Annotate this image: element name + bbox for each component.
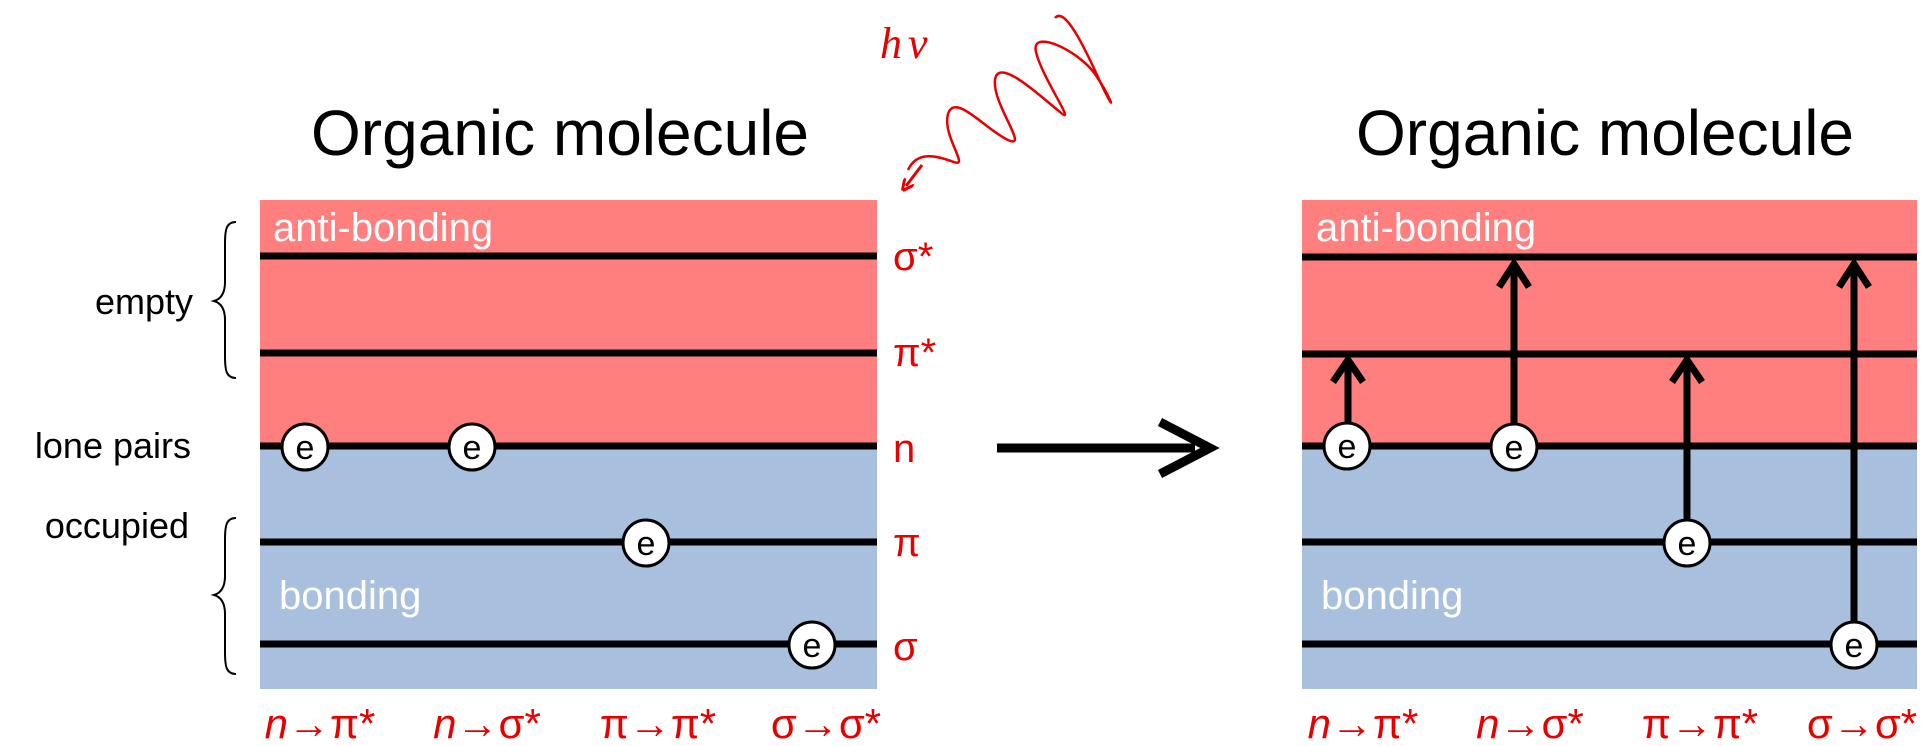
orbital-label-pi-star: π* (893, 331, 936, 375)
transition-label-pi-pi-star: π→π* (600, 700, 716, 746)
transition-label-n-pi-star: n→π* (1308, 700, 1419, 746)
photon-wave-icon (906, 14, 1113, 171)
occupied-brace (210, 517, 237, 675)
empty-label: empty (95, 281, 193, 322)
electron: e (1662, 518, 1712, 568)
orbital-label-pi: π (893, 521, 921, 565)
empty-brace (210, 221, 237, 379)
transition-label-n-sigma-star: n→σ* (1476, 700, 1584, 746)
orbital-label-sigma-star: σ* (893, 235, 933, 279)
transition-label-sigma-sigma-star: σ→σ* (1807, 700, 1917, 746)
right-title: Organic molecule (1356, 97, 1854, 169)
electron: e (1489, 422, 1539, 472)
svg-text:e: e (803, 627, 822, 665)
left-antibonding-region (260, 200, 877, 446)
lone-pairs-label: lone pairs (35, 425, 191, 466)
left-bonding-label: bonding (279, 574, 421, 618)
svg-text:e: e (296, 429, 315, 467)
orbital-label-sigma: σ (893, 625, 918, 669)
right-bonding-label: bonding (1321, 574, 1463, 618)
process-arrow (997, 418, 1220, 478)
excitation-arrow (1836, 257, 1872, 622)
transition-label-n-sigma-star: n→σ* (433, 700, 541, 746)
right-bonding-region (1302, 446, 1917, 689)
right-antibonding-label: anti-bonding (1316, 206, 1536, 250)
excitation-arrow (1496, 257, 1532, 425)
svg-text:e: e (1505, 429, 1524, 467)
orbital-label-n: n (893, 427, 915, 471)
left-title: Organic molecule (311, 97, 809, 169)
svg-text:e: e (1338, 428, 1357, 466)
excitation-arrow (1669, 353, 1705, 521)
left-bonding-region (260, 446, 877, 689)
electron: e (1829, 620, 1879, 670)
occupied-label: occupied (45, 505, 189, 546)
right-panel: Organic molecule anti-bonding bonding (1302, 97, 1917, 746)
svg-text:e: e (463, 429, 482, 467)
electron: e (280, 422, 330, 472)
left-panel: Organic molecule anti-bonding bonding σ*… (35, 97, 936, 746)
svg-text:e: e (1845, 627, 1864, 665)
transition-label-n-pi-star: n→π* (265, 700, 376, 746)
electron: e (621, 518, 671, 568)
electron: e (787, 620, 837, 670)
electron: e (1322, 421, 1372, 471)
svg-text:e: e (637, 525, 656, 563)
transition-label-pi-pi-star: π→π* (1642, 700, 1758, 746)
electron: e (447, 422, 497, 472)
excitation-arrow (1330, 353, 1366, 425)
left-antibonding-label: anti-bonding (273, 206, 493, 250)
svg-text:e: e (1678, 525, 1697, 563)
right-antibonding-region (1302, 200, 1917, 446)
transition-label-sigma-sigma-star: σ→σ* (771, 700, 881, 746)
photon-arrow (906, 164, 924, 186)
